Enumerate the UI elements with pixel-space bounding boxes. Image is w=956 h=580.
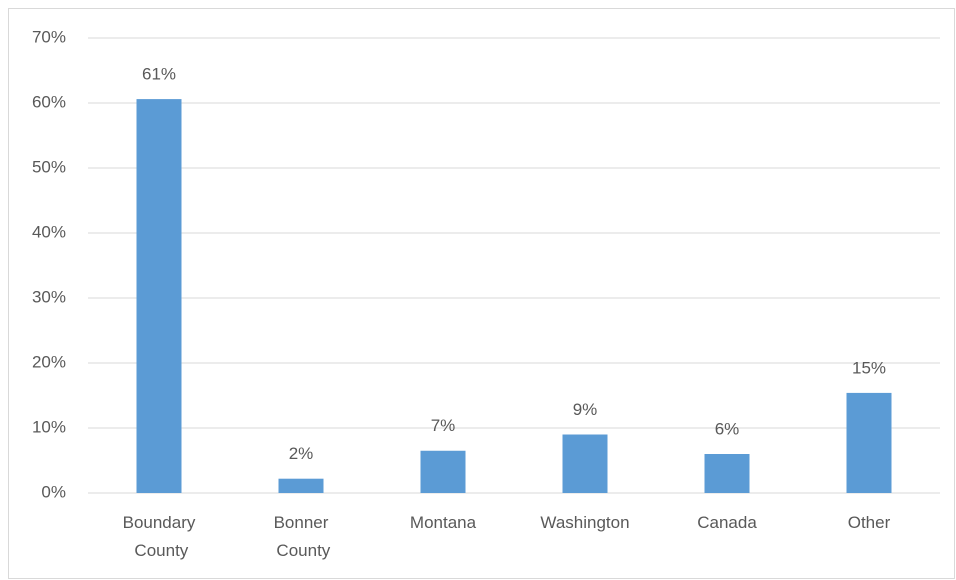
bar — [562, 434, 608, 493]
data-label: 7% — [431, 416, 456, 435]
data-label: 6% — [715, 419, 740, 438]
y-tick-label: 30% — [32, 287, 66, 306]
x-tick-label: Washington — [540, 513, 629, 532]
x-tick-label: Canada — [697, 513, 757, 532]
y-tick-label: 60% — [32, 92, 66, 111]
bar — [420, 450, 466, 493]
bar — [846, 392, 892, 493]
y-tick-label: 70% — [32, 27, 66, 46]
y-tick-label: 10% — [32, 417, 66, 436]
y-tick-label: 0% — [41, 482, 66, 501]
data-label: 15% — [852, 358, 886, 377]
data-label: 9% — [573, 400, 598, 419]
x-tick-label: Boundary County — [123, 513, 196, 560]
bar — [704, 454, 750, 493]
y-tick-label: 20% — [32, 352, 66, 371]
y-tick-label: 40% — [32, 222, 66, 241]
bar — [278, 478, 324, 493]
data-label: 61% — [142, 65, 176, 84]
bar — [136, 99, 182, 493]
x-tick-label: Montana — [410, 513, 477, 532]
x-tick-label: Other — [848, 513, 891, 532]
x-tick-label: Bonner County — [272, 513, 331, 560]
data-label: 2% — [289, 444, 314, 463]
y-tick-label: 50% — [32, 157, 66, 176]
